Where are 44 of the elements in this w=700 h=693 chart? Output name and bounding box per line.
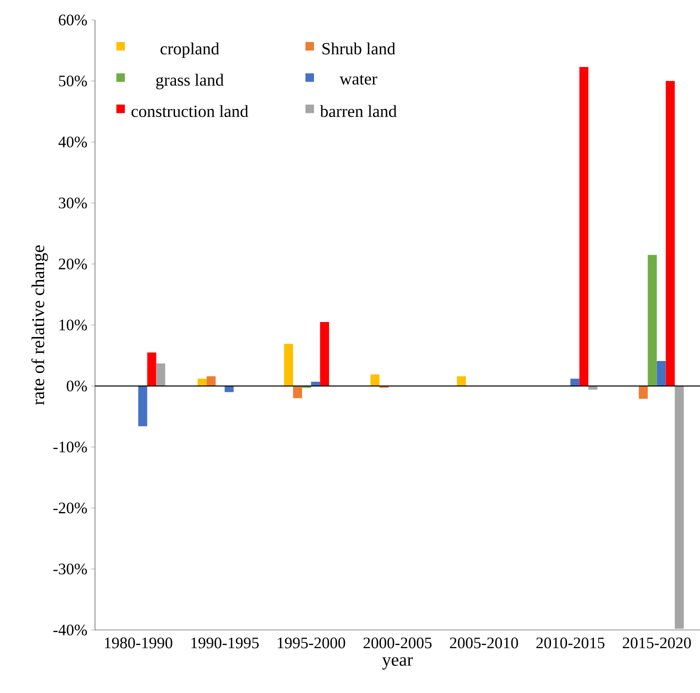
legend-label: water [340, 74, 378, 85]
legend-label: cropland [160, 42, 220, 58]
x-tick-label: 1980-1990 [104, 638, 172, 648]
y-tick-label: 10% [60, 320, 87, 330]
bar [224, 386, 234, 392]
bar [638, 386, 648, 399]
bar [198, 378, 207, 386]
y-tick-label: 0% [66, 380, 87, 392]
bar [648, 254, 657, 386]
bar [156, 363, 166, 386]
bar [570, 378, 580, 386]
x-tick-label: 2000-2005 [364, 638, 432, 648]
bar [284, 344, 294, 386]
x-tick-label: 2005-2010 [450, 638, 518, 648]
bar [666, 80, 675, 386]
x-tick-label: 2015-2020 [622, 638, 691, 648]
x-tick-label: 1995-2000 [278, 638, 346, 648]
y-tick-label: 20% [58, 258, 87, 270]
x-axis-title: year [382, 657, 413, 670]
y-tick-label: 30% [58, 198, 87, 208]
y-axis-title: rate of relative change [31, 245, 48, 405]
legend-label: grass land [156, 74, 224, 90]
bar [370, 374, 380, 386]
legend-label: Shrub land [322, 42, 396, 54]
bar [656, 360, 666, 386]
y-tick-label: 40% [58, 136, 87, 148]
x-tick-label: 2010-2015 [536, 638, 604, 648]
legend-label: barren land [320, 105, 397, 118]
y-tick-label: 50% [59, 76, 87, 86]
y-tick-label: -40% [53, 624, 87, 636]
bar [147, 352, 156, 386]
y-tick-label: -20% [53, 502, 87, 514]
bar [456, 376, 466, 386]
bar [320, 322, 330, 386]
bar [138, 386, 148, 426]
bar [674, 386, 684, 629]
bar [206, 376, 216, 386]
bar [579, 66, 588, 386]
legend-label: construction land [132, 105, 248, 118]
x-tick-label: 1990-1995 [191, 638, 259, 648]
y-tick-label: 60% [58, 14, 87, 26]
y-tick-label: -30% [53, 564, 87, 574]
bar [293, 386, 302, 398]
y-tick-label: -10% [53, 442, 87, 452]
